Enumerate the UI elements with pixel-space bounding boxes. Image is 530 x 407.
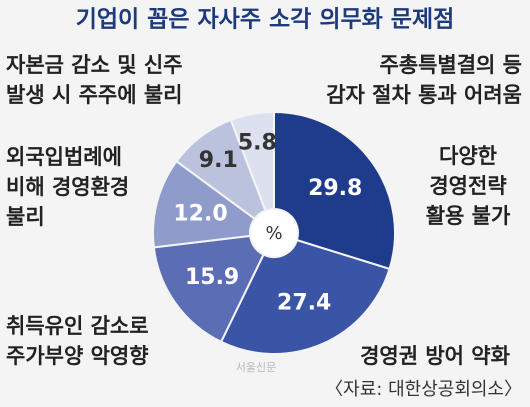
category-label: 주총특별결의 등 bbox=[379, 53, 522, 77]
chart-title: 기업이 꼽은 자사주 소각 의무화 문제점 bbox=[76, 7, 455, 33]
unit-label: % bbox=[265, 223, 282, 244]
watermark: 서울신문 bbox=[236, 361, 276, 374]
value-label: 9.1 bbox=[199, 148, 238, 173]
category-label: 자본금 감소 및 신주 bbox=[6, 53, 183, 77]
category-label: 취득유인 감소로 bbox=[6, 314, 149, 338]
category-label: 경영전략 bbox=[429, 174, 506, 198]
category-label: 불리 bbox=[6, 205, 45, 229]
donut-slice bbox=[229, 110, 275, 212]
donut-slice bbox=[152, 234, 265, 344]
category-label: 주가부양 악영향 bbox=[6, 344, 149, 368]
value-label: 5.8 bbox=[238, 131, 277, 156]
category-label: 경영권 방어 약화 bbox=[360, 344, 511, 368]
category-label: 발생 시 주주에 불리 bbox=[6, 83, 183, 107]
donut-slice bbox=[273, 110, 396, 271]
value-label: 12.0 bbox=[173, 202, 227, 227]
donut-hole bbox=[251, 210, 297, 256]
donut-slice bbox=[152, 159, 257, 249]
value-label: 15.9 bbox=[185, 265, 239, 290]
source: 〈자료: 대한상공회의소〉 bbox=[325, 379, 522, 400]
donut-slice bbox=[219, 238, 391, 355]
category-label: 외국입법례에 bbox=[6, 145, 122, 169]
category-label: 비해 경영환경 bbox=[6, 175, 129, 199]
value-label: 27.4 bbox=[277, 291, 331, 316]
category-label: 활용 불가 bbox=[426, 204, 511, 228]
category-label: 다양한 bbox=[439, 144, 497, 168]
value-label: 29.8 bbox=[308, 176, 362, 201]
category-label: 감자 절차 통과 어려움 bbox=[326, 83, 522, 107]
